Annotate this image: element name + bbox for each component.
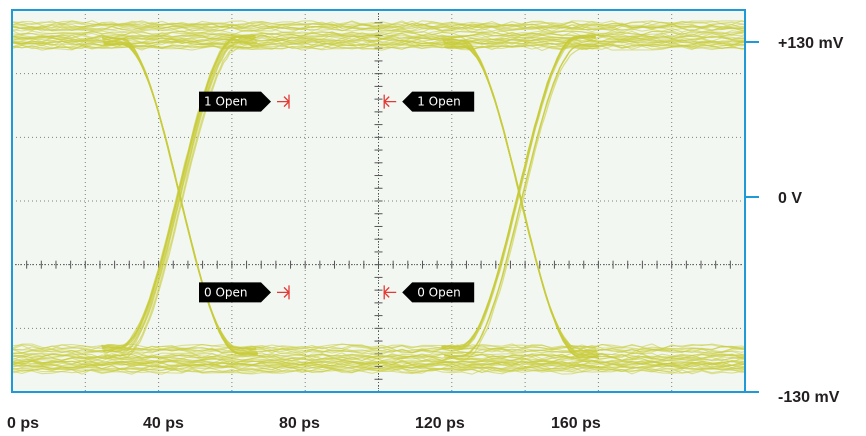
marker-arrow-icon	[277, 285, 290, 300]
x-tick-label: 120 ps	[415, 415, 465, 432]
one-level-trace	[12, 34, 745, 41]
zero-level-trace	[12, 344, 745, 351]
zero-level-trace	[12, 362, 745, 369]
marker-label-tag	[199, 91, 271, 112]
zero-level-trace	[12, 368, 745, 374]
marker-arrow-icon	[383, 285, 397, 300]
zero-level-trace	[12, 364, 745, 371]
zero-level-trace	[12, 362, 745, 369]
one-level-trace	[12, 30, 745, 36]
marker-arrow-icon	[383, 94, 397, 109]
marker-arrow-icon	[277, 94, 290, 109]
y-tick-label: 0 V	[778, 190, 802, 207]
plot-frame	[11, 9, 746, 393]
one-level-trace	[12, 26, 745, 33]
zero-level-trace	[12, 348, 745, 356]
one-level-trace	[12, 38, 745, 45]
one-level-trace	[12, 43, 745, 50]
falling-edge-trace	[103, 42, 258, 356]
zero-level-trace	[12, 343, 745, 350]
zero-level-trace	[12, 362, 745, 369]
axis-labels: +130 mV 0 V -130 mV 0 ps 40 ps 80 ps 120 ps 160…	[7, 35, 844, 432]
x-tick-label: 40 ps	[143, 415, 184, 432]
one-level-trace	[12, 31, 745, 38]
one-level-trace	[12, 23, 745, 30]
zero-level-trace	[12, 352, 745, 359]
one-level-trace	[12, 23, 745, 30]
one-level-trace	[12, 44, 745, 52]
marker-zero-open-left: 0 Open	[199, 282, 290, 303]
one-level-trace	[12, 40, 745, 47]
marker-label: 1 Open	[417, 95, 461, 109]
y-tick-label: +130 mV	[778, 35, 844, 52]
one-level-trace	[12, 20, 745, 27]
y-axis-ticks	[745, 41, 759, 393]
one-level-trace	[12, 32, 745, 39]
one-level-trace	[12, 25, 745, 32]
x-tick-label: 0 ps	[7, 415, 39, 432]
zero-level-trace	[12, 360, 745, 367]
one-level-trace	[12, 36, 745, 43]
x-tick-label: 160 ps	[551, 415, 601, 432]
zero-level-trace	[12, 365, 745, 372]
marker-label: 0 Open	[417, 285, 461, 299]
grid	[11, 9, 746, 393]
zero-level-trace	[12, 347, 745, 354]
marker-label-tag	[402, 282, 475, 303]
one-level-trace	[12, 31, 745, 38]
zero-level-trace	[12, 353, 745, 360]
marker-label-tag	[402, 91, 475, 112]
zero-level-trace	[12, 368, 745, 375]
marker-label: 0 Open	[204, 285, 248, 299]
eye-opening-markers: 1 Open 1 Open 0 Open 0 Open	[199, 91, 475, 303]
one-level-trace	[12, 42, 745, 49]
one-level-trace	[12, 39, 745, 46]
one-level-trace	[12, 20, 745, 26]
zero-level-trace	[12, 355, 745, 362]
marker-label: 1 Open	[204, 95, 248, 109]
eye-traces	[12, 20, 745, 375]
one-level-trace	[12, 35, 745, 42]
y-tick-label: -130 mV	[778, 389, 840, 406]
zero-level-trace	[12, 357, 745, 364]
zero-level-trace	[12, 347, 745, 354]
falling-edge-trace	[441, 36, 596, 349]
one-level-trace	[12, 44, 745, 51]
marker-zero-open-right: 0 Open	[383, 282, 475, 303]
marker-one-open-left: 1 Open	[199, 91, 290, 112]
marker-label-tag	[199, 282, 271, 303]
x-tick-label: 80 ps	[279, 415, 320, 432]
zero-level-trace	[12, 345, 745, 352]
marker-one-open-right: 1 Open	[383, 91, 475, 112]
zero-level-trace	[12, 360, 745, 366]
